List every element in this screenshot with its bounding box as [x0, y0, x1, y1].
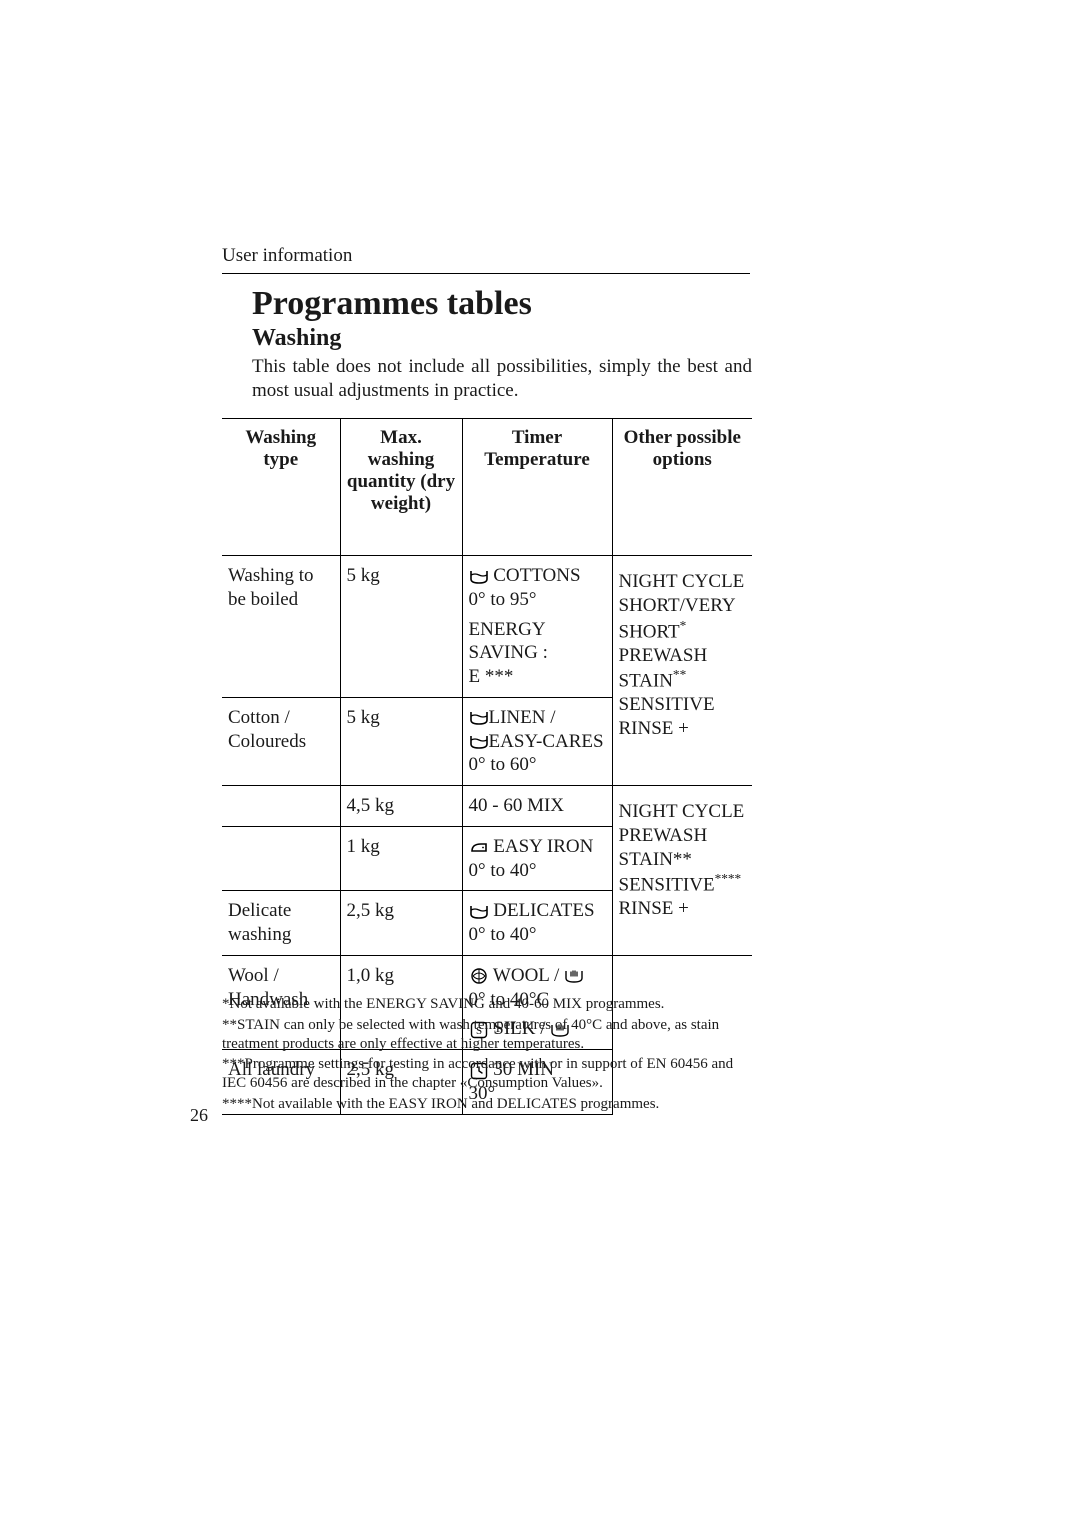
cell-qty: 5 kg: [340, 556, 462, 698]
table-header-row: Washing type Max. washing quantity (dry …: [222, 419, 752, 556]
page-number: 26: [190, 1105, 208, 1126]
footnote: **STAIN can only be selected with wash t…: [222, 1016, 752, 1054]
prog-label: COTTONS: [493, 565, 580, 586]
prog-label: DELICATES: [493, 900, 594, 921]
temp-range: 0° to 95°: [469, 588, 606, 612]
cell-washing-type: Washing to be boiled: [222, 556, 340, 698]
tub-icon: [469, 569, 489, 585]
option-label: NIGHT CYCLE: [619, 570, 747, 594]
option-label: SHORT*: [619, 618, 747, 644]
prog-label: ENERGY SAVING :: [469, 618, 606, 666]
cell-washing-type: [222, 826, 340, 891]
col-header-timer-temp: Timer Temperature: [462, 419, 612, 556]
temp-note: E ***: [469, 665, 606, 689]
cell-washing-type: Delicate washing: [222, 891, 340, 956]
option-label: STAIN**: [619, 848, 747, 872]
cell-qty: 2,5 kg: [340, 891, 462, 956]
footnotes: *Not available with the ENERGY SAVING an…: [222, 995, 752, 1116]
col-header-washing-type: Washing type: [222, 419, 340, 556]
cell-programme: DELICATES 0° to 40°: [462, 891, 612, 956]
option-label: RINSE +: [619, 717, 747, 741]
prog-label: WOOL /: [493, 965, 559, 986]
cell-washing-type: [222, 786, 340, 827]
option-label: RINSE +: [619, 897, 747, 921]
page-subtitle: Washing: [252, 325, 341, 352]
wool-icon: [469, 966, 489, 986]
cell-washing-type: Cotton / Coloureds: [222, 697, 340, 785]
footnote: *Not available with the ENERGY SAVING an…: [222, 995, 752, 1014]
option-label: SENSITIVE: [619, 693, 747, 717]
cell-programme: LINEN / EASY-CARES 0° to 60°: [462, 697, 612, 785]
tub-icon: [469, 904, 489, 920]
option-label: PREWASH: [619, 644, 747, 668]
tub-icon: [469, 734, 489, 750]
footnote: ****Not available with the EASY IRON and…: [222, 1095, 752, 1114]
option-label: STAIN**: [619, 667, 747, 693]
header-rule: [222, 273, 750, 274]
page-title: Programmes tables: [252, 285, 532, 323]
option-label: SENSITIVE****: [619, 871, 747, 897]
prog-label: EASY IRON: [493, 836, 593, 857]
cell-qty: 1 kg: [340, 826, 462, 891]
prog-label: 40 - 60 MIX: [469, 794, 606, 818]
option-label: PREWASH: [619, 824, 747, 848]
cell-qty: 5 kg: [340, 697, 462, 785]
temp-range: 0° to 40°: [469, 923, 606, 947]
cell-programme: EASY IRON 0° to 40°: [462, 826, 612, 891]
option-label: SHORT/VERY: [619, 594, 747, 618]
prog-label: EASY-CARES: [489, 731, 604, 752]
tub-icon: [469, 710, 489, 726]
cell-options: NIGHT CYCLE PREWASH STAIN** SENSITIVE***…: [612, 786, 752, 956]
option-label: NIGHT CYCLE: [619, 800, 747, 824]
intro-paragraph: This table does not include all possibil…: [252, 355, 752, 403]
prog-label: LINEN /: [489, 707, 556, 728]
temp-range: 0° to 40°: [469, 859, 606, 883]
temp-range: 0° to 60°: [469, 753, 606, 777]
iron-icon: [469, 840, 489, 854]
section-header: User information: [222, 245, 352, 267]
cell-programme: COTTONS 0° to 95° ENERGY SAVING : E ***: [462, 556, 612, 698]
manual-page: User information Programmes tables Washi…: [0, 0, 1080, 1528]
table-row: Washing to be boiled 5 kg COTTONS 0° to …: [222, 556, 752, 698]
handwash-icon: [564, 967, 584, 985]
footnote: ***Programme settings for testing in acc…: [222, 1055, 752, 1093]
cell-options: NIGHT CYCLE SHORT/VERY SHORT* PREWASH ST…: [612, 556, 752, 786]
cell-programme: 40 - 60 MIX: [462, 786, 612, 827]
table-row: 4,5 kg 40 - 60 MIX NIGHT CYCLE PREWASH S…: [222, 786, 752, 827]
col-header-options: Other possible options: [612, 419, 752, 556]
cell-qty: 4,5 kg: [340, 786, 462, 827]
col-header-max-qty: Max. washing quantity (dry weight): [340, 419, 462, 556]
